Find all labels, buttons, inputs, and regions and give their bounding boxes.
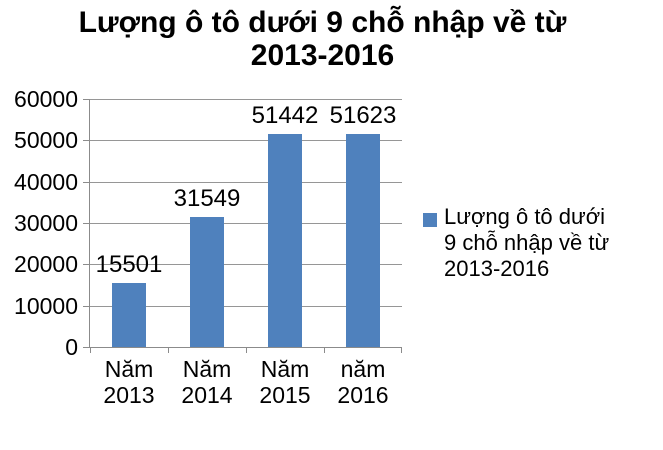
y-gridline xyxy=(90,223,402,224)
bar xyxy=(112,282,146,347)
chart-legend: Lượng ô tô dưới 9 chỗ nhập về từ 2013-20… xyxy=(423,204,609,282)
y-gridline xyxy=(90,140,402,142)
chart-title-line-2: 2013-2016 xyxy=(250,39,395,72)
y-axis-tick xyxy=(83,305,89,307)
y-gridline xyxy=(90,181,402,183)
chart-title: Lượng ô tô dưới 9 chỗ nhập về từ 2013-20… xyxy=(0,6,645,72)
y-axis-line xyxy=(89,99,90,347)
y-axis-tick xyxy=(83,223,89,224)
y-tick-label: 40000 xyxy=(14,168,78,195)
x-tick-label: năm 2016 xyxy=(337,356,389,408)
bar-value-label: 15501 xyxy=(95,250,163,278)
legend-label-line-2: 9 chỗ nhập về từ xyxy=(444,230,610,255)
x-axis-tick xyxy=(90,347,91,353)
y-gridline xyxy=(90,99,402,100)
x-axis-tick xyxy=(246,347,247,353)
legend-label-line-1: Lượng ô tô dưới xyxy=(444,204,606,229)
y-tick-label: 10000 xyxy=(14,292,78,319)
y-axis-tick xyxy=(83,181,89,183)
y-axis-tick xyxy=(83,99,89,100)
x-tick-label: Năm 2015 xyxy=(259,356,311,408)
y-tick-label: 0 xyxy=(65,334,78,360)
y-gridline xyxy=(90,305,402,307)
bar xyxy=(346,133,380,347)
legend-label: Lượng ô tô dưới 9 chỗ nhập về từ 2013-20… xyxy=(444,204,609,282)
y-axis-tick xyxy=(83,264,89,266)
legend-swatch-icon xyxy=(423,213,437,227)
bar-value-label: 51623 xyxy=(329,101,397,129)
y-tick-label: 20000 xyxy=(14,251,78,278)
x-axis-tick xyxy=(401,347,402,353)
bar-value-label: 31549 xyxy=(173,184,241,212)
legend-label-line-3: 2013-2016 xyxy=(444,256,550,281)
y-tick-label: 60000 xyxy=(14,86,78,112)
y-axis-tick xyxy=(83,140,89,142)
bar-value-label: 51442 xyxy=(251,102,319,130)
x-axis-tick xyxy=(324,347,325,353)
x-axis-line xyxy=(89,347,402,348)
bar xyxy=(268,134,302,347)
chart-title-line-1: Lượng ô tô dưới 9 chỗ nhập về từ xyxy=(78,6,567,39)
y-axis-tick xyxy=(83,347,89,348)
y-tick-label: 50000 xyxy=(14,127,78,154)
y-tick-label: 30000 xyxy=(14,210,78,236)
x-tick-label: Năm 2013 xyxy=(103,356,155,408)
bar xyxy=(190,216,224,347)
x-axis-tick xyxy=(168,347,169,353)
y-gridline xyxy=(90,264,402,266)
x-tick-label: Năm 2014 xyxy=(181,356,233,408)
